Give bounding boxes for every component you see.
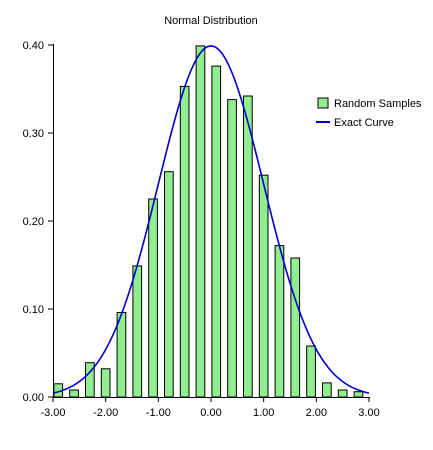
- y-tick-label: 0.10: [23, 304, 44, 316]
- bar: [290, 257, 301, 398]
- bar: [164, 171, 174, 398]
- bar: [211, 65, 222, 398]
- bar: [353, 391, 364, 398]
- line-series-exact-curve: [52, 45, 370, 394]
- bar: [148, 198, 158, 398]
- bar: [306, 345, 316, 398]
- bar: [337, 389, 348, 398]
- bar-series-random-samples: [53, 45, 364, 398]
- bar: [258, 174, 269, 398]
- legend-swatch-random-samples: [317, 97, 329, 109]
- bar: [179, 85, 190, 398]
- bar: [227, 99, 237, 398]
- bar: [243, 95, 253, 398]
- x-tick-label: 2.00: [306, 407, 327, 419]
- y-tick-label: 0.40: [23, 40, 44, 52]
- bar: [274, 245, 285, 398]
- x-axis-ticks: -3.00 -2.00 -1.00 0.00 1.00 2.00 3.00: [40, 397, 380, 419]
- bar: [132, 265, 143, 398]
- x-tick-label: -2.00: [93, 407, 118, 419]
- y-tick-label: 0.20: [23, 216, 44, 228]
- x-tick-label: -1.00: [146, 407, 171, 419]
- bar: [100, 368, 111, 398]
- bar: [116, 312, 127, 398]
- legend-label-exact-curve: Exact Curve: [334, 117, 394, 129]
- bar: [69, 389, 79, 398]
- legend-label-random-samples: Random Samples: [334, 98, 422, 110]
- y-tick-label: 0.00: [23, 392, 44, 404]
- bar: [322, 382, 332, 398]
- legend: Random Samples Exact Curve: [316, 97, 422, 129]
- y-tick-label: 0.30: [23, 128, 44, 140]
- x-tick-label: 3.00: [358, 407, 379, 419]
- x-tick-label: -3.00: [40, 407, 65, 419]
- x-tick-label: 0.00: [200, 407, 221, 419]
- x-tick-label: 1.00: [253, 407, 274, 419]
- y-axis-ticks: 0.00 0.10 0.20 0.30 0.40: [23, 40, 53, 404]
- chart-title: Normal Distribution: [164, 15, 258, 27]
- bar: [195, 45, 206, 398]
